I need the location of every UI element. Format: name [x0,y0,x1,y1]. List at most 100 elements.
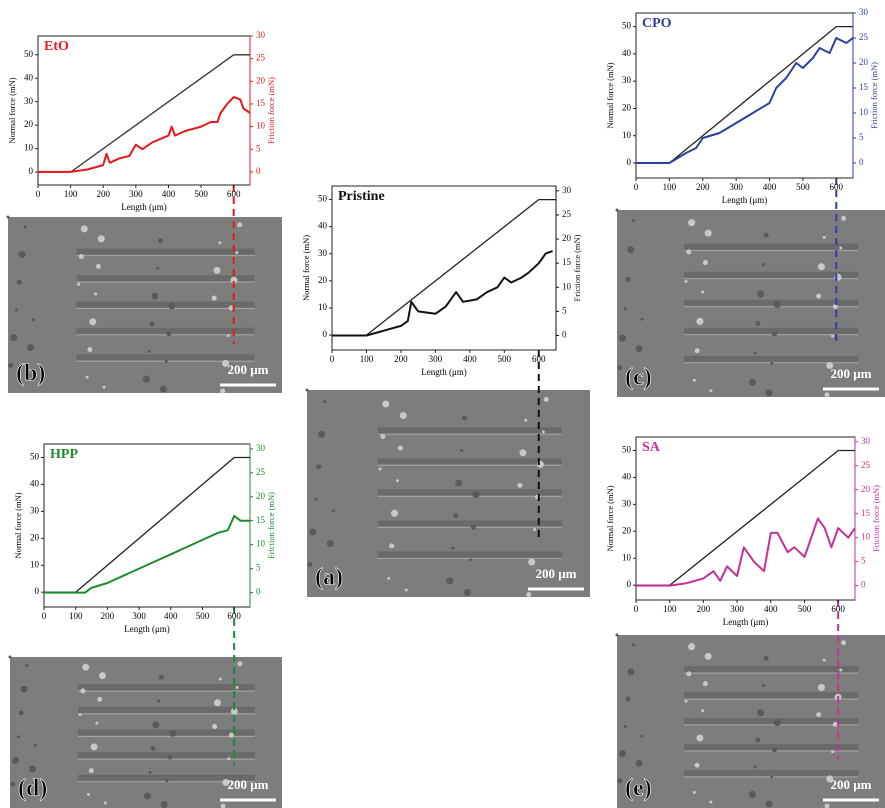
y-tick-label: 20 [622,525,632,535]
x-tick-label: 600 [227,611,241,621]
surface-particle [617,365,623,371]
surface-particle [757,290,765,298]
surface-particle [824,803,830,808]
surface-particle [701,290,705,294]
surface-particle [218,677,222,681]
surface-particle [309,528,317,536]
x-tick-label: 500 [196,611,210,621]
x-tick-label: 100 [69,611,83,621]
surface-particle [627,668,635,676]
surface-particle [77,282,81,286]
scratch-track [78,729,255,736]
x-tick-label: 0 [36,189,41,199]
plot-frame [43,443,251,608]
x-axis-label: Length (μm) [124,624,170,634]
x-tick-label: 600 [830,182,844,192]
surface-particle [841,640,847,646]
surface-particle [692,790,696,794]
y-tick-label: 40 [24,72,34,82]
x-tick-label: 500 [796,182,810,192]
y-tick-label: 30 [622,498,632,508]
surface-particle [446,577,454,585]
surface-particle [692,378,696,382]
x-tick-label: 500 [194,189,208,199]
y-tick-label: 50 [318,194,328,204]
surface-particle [167,754,173,760]
surface-particle [528,558,536,566]
surface-particle [517,482,523,488]
friction-line [44,514,250,594]
surface-particle [625,276,631,282]
scratch-track [684,718,859,725]
y2-tick-label: 5 [859,132,864,142]
surface-particle [761,263,765,267]
surface-particle [389,543,395,549]
scratch-track [76,248,255,255]
surface-particle [331,509,335,513]
x-tick-label: 100 [663,182,677,192]
y2-tick-label: 20 [861,484,871,494]
scale-bar-label: 200 μm [228,777,269,792]
y-tick-label: 0 [627,157,632,167]
y2-tick-label: 5 [256,563,261,573]
y-tick-label: 40 [622,48,632,58]
surface-particle [151,292,159,300]
surface-particle [222,359,230,367]
surface-particle [18,251,26,259]
surface-particle [619,750,627,758]
surface-particle [632,643,636,647]
x-tick-label: 100 [360,354,374,364]
scratch-track [78,684,255,691]
scratch-track [684,271,859,278]
surface-particle [218,241,222,245]
surface-particle [755,737,761,743]
surface-particle [755,320,761,326]
surface-particle [460,448,464,452]
surface-particle [10,334,18,342]
surface-particle [10,781,16,787]
chart-title: Pristine [338,189,385,204]
surface-particle [702,260,708,266]
surface-particle [156,266,160,270]
surface-particle [635,345,643,353]
scratch-track [684,243,859,250]
y2-tick-label: 20 [256,491,266,501]
friction-line [636,37,854,164]
y2-tick-label: 25 [861,460,871,470]
surface-particle [169,729,177,737]
x-tick-label: 300 [429,354,443,364]
y-tick-label: 20 [318,275,328,285]
x-axis-label: Length (μm) [421,367,467,377]
surface-particle [229,732,235,738]
y-tick-label: 10 [318,302,328,312]
x-tick-label: 0 [634,604,639,614]
scratch-track [78,774,255,781]
y2-tick-label: 0 [256,587,261,597]
surface-particle [817,263,825,271]
x-tick-label: 300 [729,182,743,192]
scratch-track [684,743,859,750]
y-tick-label: 40 [318,221,328,231]
surface-particle [472,491,480,499]
y-tick-label: 50 [24,49,34,59]
surface-particle [753,765,757,769]
surface-particle [16,279,22,285]
surface-particle [237,661,243,667]
surface-particle [150,746,156,752]
surface-particle [214,699,222,707]
surface-particle [97,235,105,243]
y2-tick-label: 20 [859,57,869,67]
surface-particle [763,655,769,661]
surface-particle [831,750,835,754]
surface-particle [748,790,756,798]
surface-particle [8,655,12,659]
scratch-track [76,327,255,334]
y-tick-label: 20 [24,119,34,129]
surface-particle [824,392,830,398]
y2-tick-label: 25 [256,53,266,63]
surface-particle [632,219,636,223]
surface-particle [761,684,765,688]
y-axis-label: Normal force (mN) [13,492,23,558]
surface-particle [157,699,161,703]
